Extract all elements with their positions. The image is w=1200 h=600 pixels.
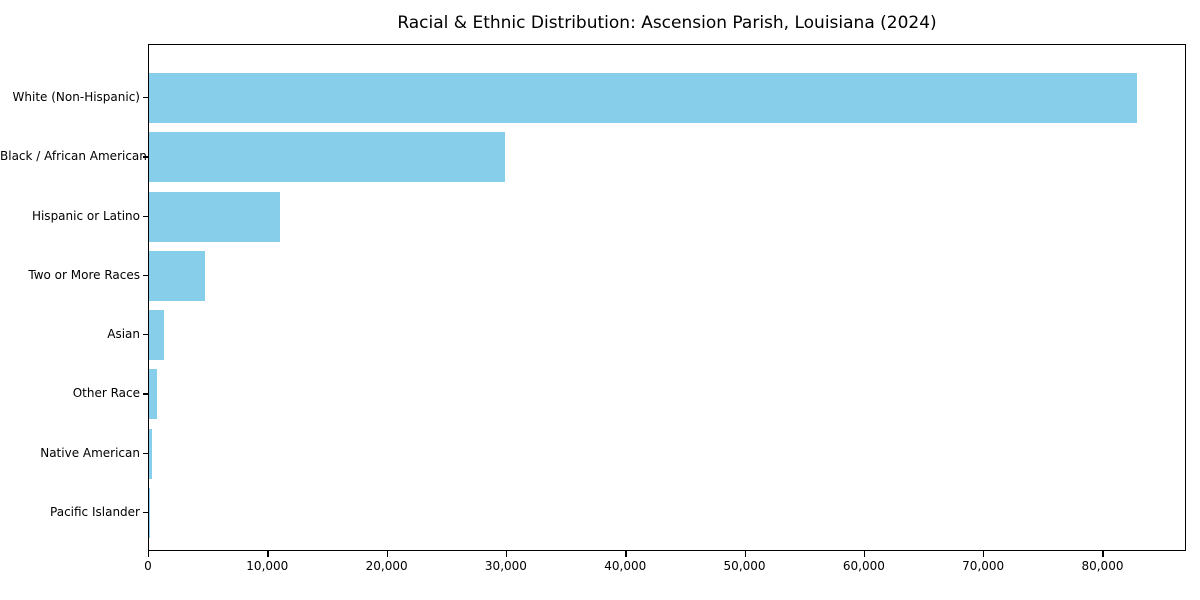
bar	[149, 132, 506, 183]
x-tick-mark	[148, 551, 150, 557]
x-tick-label: 80,000	[1081, 559, 1124, 573]
x-tick-label: 70,000	[962, 559, 1005, 573]
x-tick-label: 50,000	[723, 559, 766, 573]
y-tick-mark	[143, 334, 148, 336]
x-tick-label: 30,000	[484, 559, 527, 573]
y-tick-label: Asian	[107, 327, 140, 342]
x-tick-mark	[1102, 551, 1104, 557]
x-tick-mark	[744, 551, 746, 557]
bar	[149, 428, 152, 479]
y-tick-label: Two or More Races	[28, 267, 140, 282]
x-tick-mark	[267, 551, 269, 557]
bar	[149, 310, 165, 361]
y-tick-label: Hispanic or Latino	[31, 208, 140, 223]
x-tick-label: 20,000	[365, 559, 408, 573]
x-tick-label: 0	[144, 559, 152, 573]
x-tick-label: 60,000	[842, 559, 885, 573]
x-tick-mark	[625, 551, 627, 557]
bar	[149, 369, 157, 420]
bar	[149, 191, 280, 242]
x-tick-mark	[505, 551, 508, 557]
y-tick-mark	[143, 215, 148, 217]
y-tick-label: Pacific Islander	[50, 504, 140, 519]
y-tick-label: White (Non-Hispanic)	[12, 90, 140, 104]
x-tick-mark	[983, 551, 985, 557]
y-tick-label: Other Race	[72, 386, 140, 401]
x-tick-label: 40,000	[604, 559, 647, 573]
bar	[149, 487, 150, 538]
x-tick-mark	[386, 551, 388, 557]
y-tick-mark	[143, 511, 148, 514]
y-tick-mark	[143, 452, 148, 454]
plot-area	[148, 44, 1186, 551]
chart-title: Racial & Ethnic Distribution: Ascension …	[397, 13, 937, 33]
x-tick-label: 10,000	[246, 559, 289, 573]
y-tick-label: Black / African American	[0, 149, 147, 164]
y-tick-mark	[143, 393, 148, 395]
x-tick-mark	[863, 551, 866, 557]
bar	[149, 73, 1138, 123]
y-tick-mark	[143, 156, 148, 158]
bar	[149, 250, 205, 301]
y-tick-mark	[143, 274, 148, 277]
y-tick-mark	[143, 97, 148, 99]
y-tick-label: Native American	[40, 445, 140, 460]
